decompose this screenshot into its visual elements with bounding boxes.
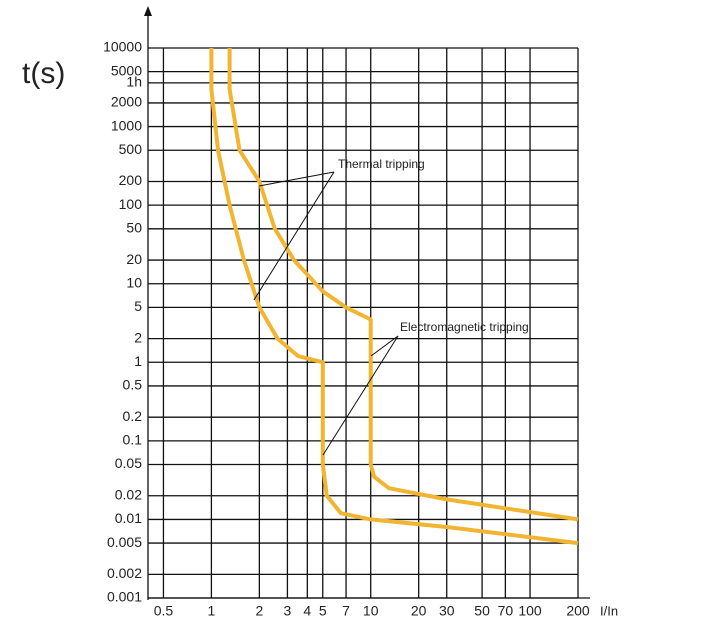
- y-tick-label: 0.1: [123, 432, 143, 448]
- y-axis-label: t(s): [22, 57, 65, 90]
- x-tick-label: 70: [498, 603, 514, 619]
- annotation-pointer: [258, 171, 335, 187]
- y-tick-label: 1: [134, 353, 142, 369]
- x-tick-label: 200: [566, 603, 590, 619]
- y-tick-label: 500: [119, 141, 143, 157]
- curves: [209, 48, 579, 546]
- y-tick-label: 20: [126, 251, 142, 267]
- x-tick-label: 20: [411, 603, 427, 619]
- y-tick-label: 5000: [111, 62, 142, 78]
- x-tick-label: 30: [439, 603, 455, 619]
- annotation-pointer: [370, 335, 399, 357]
- annotation: Thermal tripping: [338, 157, 425, 171]
- x-tick-label: 1: [208, 603, 216, 619]
- y-tick-label: 2: [134, 329, 142, 345]
- y-tick-label: 100: [119, 196, 143, 212]
- x-tick-label: 10: [363, 603, 379, 619]
- annotation: Electromagnetic tripping: [400, 320, 529, 334]
- y-tick-label: 10000: [103, 39, 142, 55]
- x-tick-label: 50: [474, 603, 490, 619]
- y-tick-label: 0.05: [115, 455, 142, 471]
- y-tick-label: 0.02: [115, 486, 142, 502]
- y-tick-label: 0.5: [123, 377, 143, 393]
- x-tick-label: 7: [342, 603, 350, 619]
- trip-curve: [227, 48, 579, 522]
- y-axis-arrow: [144, 6, 152, 16]
- x-axis-label: I/In: [600, 603, 618, 618]
- y-tick-label: 0.2: [123, 408, 143, 424]
- x-tick-label: 3: [284, 603, 292, 619]
- y-tick-label: 1h: [126, 74, 142, 90]
- y-tick-label: 0.01: [115, 510, 142, 526]
- x-tick-label: 0.5: [154, 603, 174, 619]
- y-tick-label: 2000: [111, 94, 142, 110]
- x-tick-label: 100: [518, 603, 542, 619]
- y-tick-label: 0.002: [107, 565, 142, 581]
- y-tick-label: 0.005: [107, 534, 142, 550]
- trip-curve: [209, 48, 579, 546]
- y-tick-label: 10: [126, 274, 142, 290]
- y-tick-label: 1000: [111, 117, 142, 133]
- x-tick-label: 5: [319, 603, 327, 619]
- x-tick-label: 2: [255, 603, 263, 619]
- y-tick-label: 0.001: [107, 589, 142, 605]
- annotation-pointer: [322, 335, 399, 456]
- x-tick-label: 4: [303, 603, 311, 619]
- y-tick-label: 50: [126, 219, 142, 235]
- y-tick-label: 5: [134, 298, 142, 314]
- y-tick-label: 200: [119, 172, 143, 188]
- annotation-pointer: [253, 171, 335, 301]
